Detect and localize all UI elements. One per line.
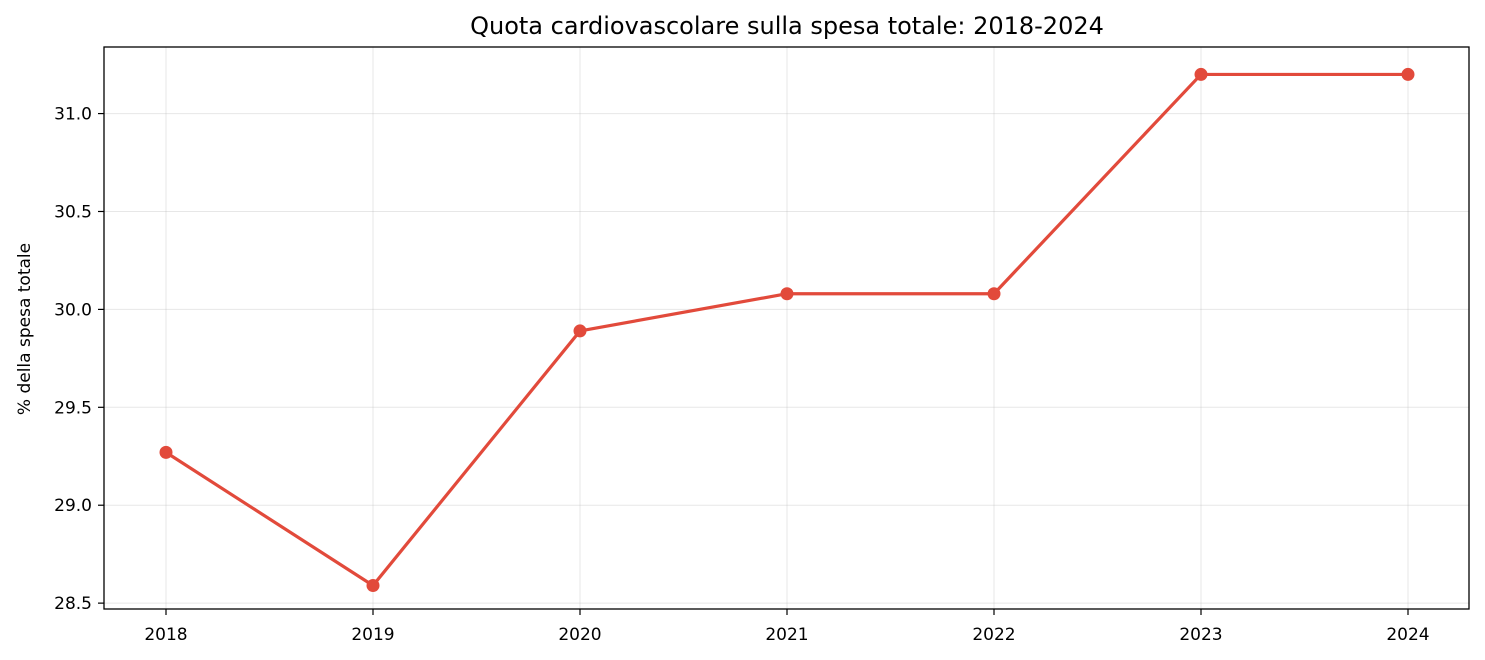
y-tick-label: 28.5: [54, 594, 92, 614]
x-tick-label: 2018: [144, 625, 187, 645]
x-tick-label: 2021: [765, 625, 808, 645]
plot-frame: [103, 46, 1470, 610]
y-axis-label: % della spesa totale: [15, 243, 35, 415]
x-tick-label: 2024: [1386, 625, 1429, 645]
x-tick-label: 2019: [351, 625, 394, 645]
y-tick-label: 29.5: [54, 398, 92, 418]
data-point: [987, 287, 1001, 301]
data-point: [159, 445, 173, 459]
x-tick-label: 2023: [1179, 625, 1222, 645]
y-tick-label: 29.0: [54, 496, 92, 516]
data-point: [573, 324, 587, 338]
data-point: [366, 579, 380, 593]
y-tick-label: 31.0: [54, 105, 92, 125]
chart-title: Quota cardiovascolare sulla spesa totale…: [470, 12, 1104, 40]
series-layer: [159, 67, 1415, 593]
x-tick-label: 2020: [558, 625, 601, 645]
grid-lines: [104, 47, 1469, 609]
data-point: [780, 287, 794, 301]
data-point: [1401, 67, 1415, 81]
x-tick-label: 2022: [972, 625, 1015, 645]
data-point: [1194, 67, 1208, 81]
axis-ticks: 2018 2019 2020 2021 2022 2023 2024 28.5 29.0 29.5…: [54, 105, 1429, 645]
y-tick-label: 30.0: [54, 300, 92, 320]
y-tick-label: 30.5: [54, 202, 92, 222]
